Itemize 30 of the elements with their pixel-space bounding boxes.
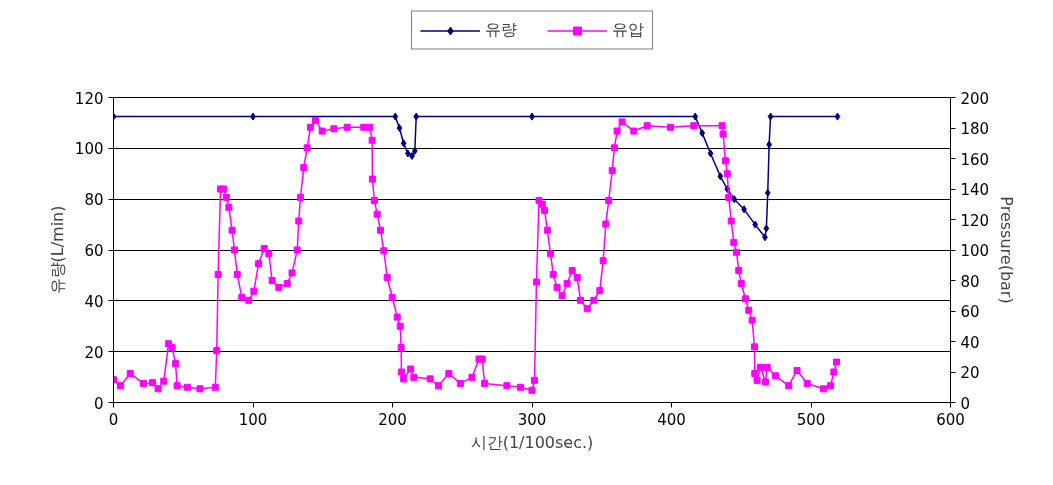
y2-tick-label: 100 xyxy=(960,242,990,260)
y2-tick-label: 140 xyxy=(960,181,990,199)
y-tick-label: 60 xyxy=(84,242,104,260)
y-tick-label: 40 xyxy=(84,292,104,311)
x-tick-label: 400 xyxy=(657,410,686,429)
x-tick-label: 300 xyxy=(517,410,547,429)
x-tick-label: 600 xyxy=(936,410,965,429)
x-tick-label: 200 xyxy=(378,410,407,429)
y2-tick-label: 40 xyxy=(960,333,980,352)
y2-tick-label: 20 xyxy=(960,364,980,382)
y-axis-title: 유량(L/min) xyxy=(47,205,67,295)
y-tick-label: 0 xyxy=(93,394,104,413)
x-tick-label: 100 xyxy=(238,410,268,429)
y2-axis-title: Pressure(bar) xyxy=(997,196,1017,304)
y2-tick-label: 160 xyxy=(960,150,990,169)
y2-tick-label: 180 xyxy=(960,120,990,138)
legend-label: 유량 xyxy=(484,19,517,41)
y2-tick-label: 200 xyxy=(960,89,990,108)
y-tick-label: 100 xyxy=(74,140,104,159)
x-tick-label: 500 xyxy=(796,410,826,429)
y-tick-label: 80 xyxy=(84,191,104,210)
legend-label: 유압 xyxy=(611,19,644,41)
y2-tick-label: 120 xyxy=(960,211,990,230)
y-tick-label: 120 xyxy=(74,89,104,108)
y2-tick-label: 80 xyxy=(960,272,980,291)
y-tick-label: 20 xyxy=(84,343,104,362)
y2-tick-label: 0 xyxy=(960,394,971,413)
y2-tick-label: 60 xyxy=(960,303,980,321)
x-tick-label: 0 xyxy=(108,410,119,429)
x-axis-title: 시간(1/100sec.) xyxy=(470,432,594,452)
